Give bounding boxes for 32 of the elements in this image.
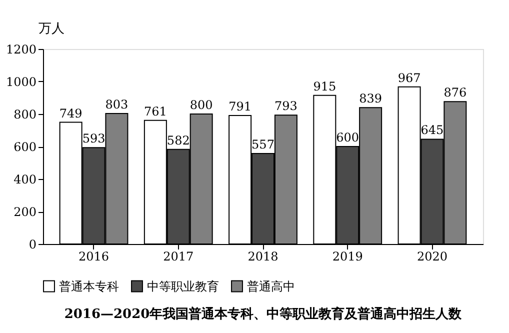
- data-label: 645: [420, 123, 444, 138]
- x-tick-label: 2018: [248, 250, 278, 264]
- data-label: 915: [313, 79, 336, 94]
- data-label: 876: [444, 86, 467, 100]
- data-label: 600: [336, 130, 360, 144]
- data-label: 557: [252, 137, 274, 152]
- data-label: 793: [274, 99, 298, 114]
- legend-label: 普通高中: [247, 279, 295, 294]
- data-label: 803: [105, 98, 128, 112]
- x-tick-label: 2016: [78, 250, 110, 264]
- data-label: 791: [228, 99, 252, 114]
- data-label: 582: [166, 133, 190, 148]
- x-tick-label: 2017: [163, 250, 194, 264]
- y-tick-label: 800: [14, 108, 36, 122]
- data-label: 800: [190, 98, 213, 112]
- y-tick-label: 400: [14, 172, 36, 186]
- y-tick-label: 200: [14, 205, 36, 219]
- y-axis-title: 万人: [38, 22, 64, 36]
- data-label: 967: [398, 70, 421, 85]
- x-tick-label: 2019: [332, 250, 363, 264]
- legend-label: 中等职业教育: [147, 279, 219, 294]
- legend-label: 普通本专科: [59, 279, 119, 294]
- data-label: 761: [144, 104, 167, 118]
- y-tick-label: 1000: [6, 75, 36, 89]
- y-tick-label: 0: [28, 238, 36, 252]
- y-tick-label: 600: [14, 140, 36, 154]
- data-label: 749: [59, 106, 82, 120]
- x-tick-label: 2020: [416, 250, 448, 264]
- text: 2016—2020年我国普通本专科、中等职业教育及普通高中招生人数: [64, 306, 463, 322]
- data-label: 839: [359, 92, 382, 106]
- y-tick-label: 1200: [6, 42, 36, 56]
- data-label: 593: [82, 132, 106, 146]
